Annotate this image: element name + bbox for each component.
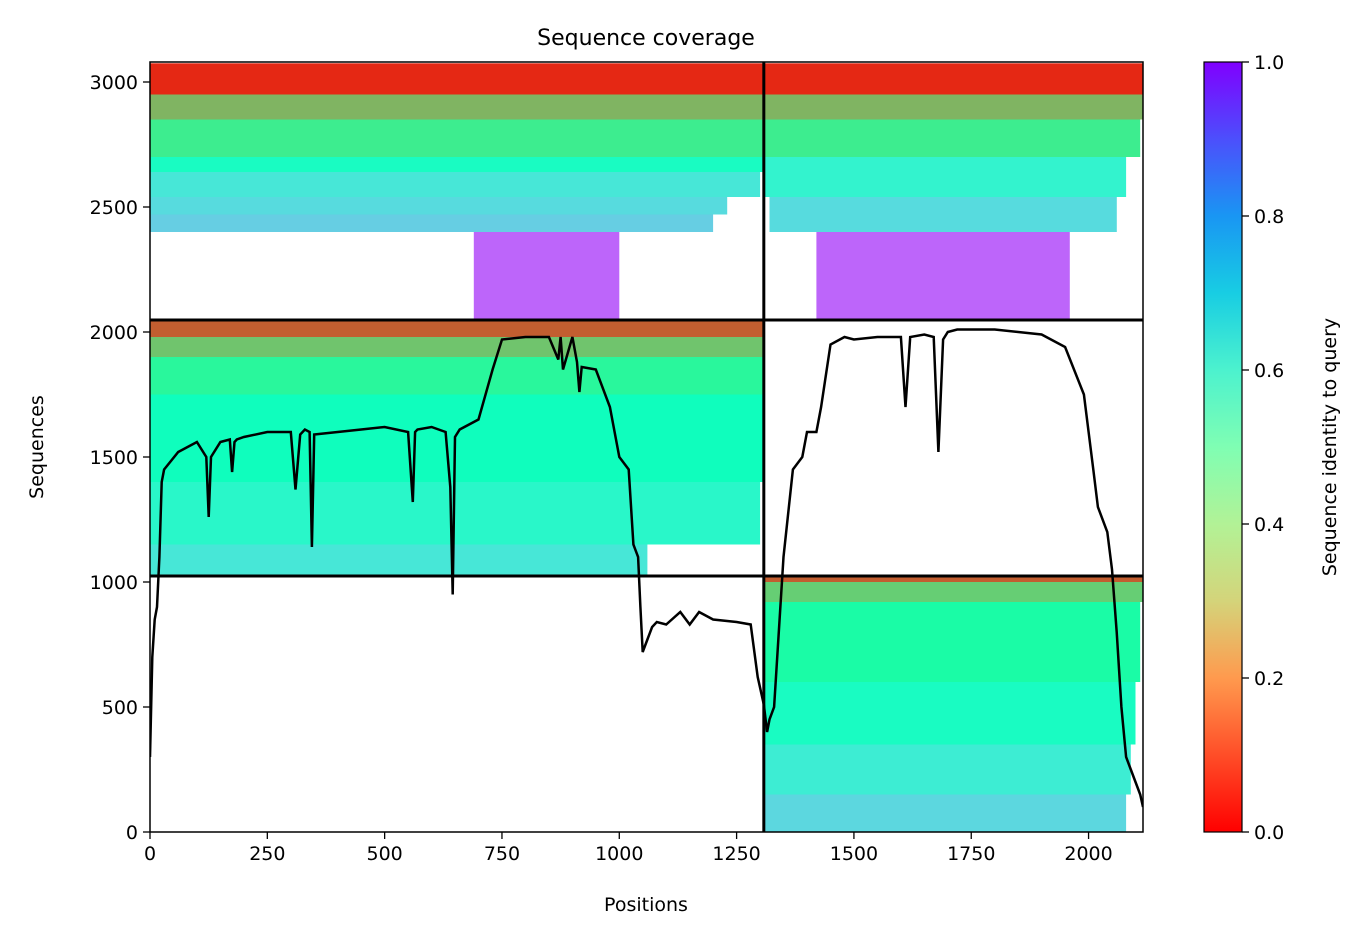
plot-area — [149, 61, 1144, 833]
colorbar-gradient — [1203, 61, 1243, 833]
coverage-block — [763, 119, 1141, 157]
coverage-block — [150, 94, 764, 120]
coverage-block — [763, 94, 1143, 120]
coverage-block — [473, 232, 620, 320]
coverage-block — [150, 544, 648, 576]
y-tick-label: 2000 — [90, 322, 138, 344]
coverage-line — [150, 328, 1143, 808]
y-axis-ticks: 0 500 1000 1500 2000 2500 3000 — [90, 72, 150, 844]
colorbar-tick-label: 0.8 — [1254, 206, 1284, 228]
colorbar-ticks: 0.0 0.2 0.4 0.6 0.8 1.0 — [1242, 52, 1284, 844]
x-tick-label: 1000 — [595, 843, 643, 865]
coverage-block — [763, 576, 1143, 582]
coverage-blocks — [150, 63, 1143, 832]
x-tick-label: 250 — [249, 843, 285, 865]
x-tick-label: 2000 — [1064, 843, 1112, 865]
coverage-block — [763, 582, 1143, 602]
x-tick-label: 1500 — [830, 843, 878, 865]
coverage-block — [763, 744, 1131, 795]
y-tick-label: 0 — [126, 822, 138, 844]
x-axis-ticks: 0 250 500 750 1000 1250 1500 1750 2000 — [144, 832, 1113, 865]
coverage-block — [150, 357, 764, 395]
x-axis-label: Positions — [604, 894, 688, 916]
coverage-block — [769, 197, 1117, 232]
coverage-block — [150, 337, 764, 357]
y-axis-label: Sequences — [26, 395, 48, 499]
colorbar-tick-label: 0.4 — [1254, 514, 1284, 536]
colorbar-tick-label: 1.0 — [1254, 52, 1284, 74]
y-tick-label: 1000 — [90, 572, 138, 594]
x-tick-label: 1250 — [712, 843, 760, 865]
coverage-block — [150, 394, 764, 482]
plot-frame — [149, 61, 1144, 833]
coverage-block — [763, 602, 1141, 682]
coverage-block — [150, 157, 764, 172]
y-tick-label: 3000 — [90, 72, 138, 94]
y-tick-label: 2500 — [90, 197, 138, 219]
y-tick-label: 500 — [102, 697, 138, 719]
coverage-block — [150, 197, 728, 215]
coverage-block — [763, 682, 1136, 745]
chart-title: Sequence coverage — [537, 26, 755, 51]
y-tick-label: 1500 — [90, 447, 138, 469]
x-tick-label: 750 — [484, 843, 520, 865]
coverage-block — [150, 119, 764, 157]
x-tick-label: 0 — [144, 843, 156, 865]
coverage-block — [763, 157, 1127, 197]
coverage-block — [816, 232, 1070, 320]
colorbar-tick-label: 0.2 — [1254, 668, 1284, 690]
coverage-block — [150, 172, 761, 197]
x-tick-label: 1750 — [947, 843, 995, 865]
colorbar: 0.0 0.2 0.4 0.6 0.8 1.0 Sequence identity to … — [1203, 52, 1341, 844]
coverage-block — [150, 320, 764, 337]
colorbar-label: Sequence identity to query — [1319, 318, 1341, 576]
coverage-block — [150, 214, 714, 232]
coverage-block — [763, 794, 1127, 832]
colorbar-tick-label: 0.0 — [1254, 822, 1284, 844]
coverage-block — [763, 63, 1143, 95]
coverage-block — [150, 63, 764, 95]
colorbar-tick-label: 0.6 — [1254, 360, 1284, 382]
x-tick-label: 500 — [367, 843, 403, 865]
